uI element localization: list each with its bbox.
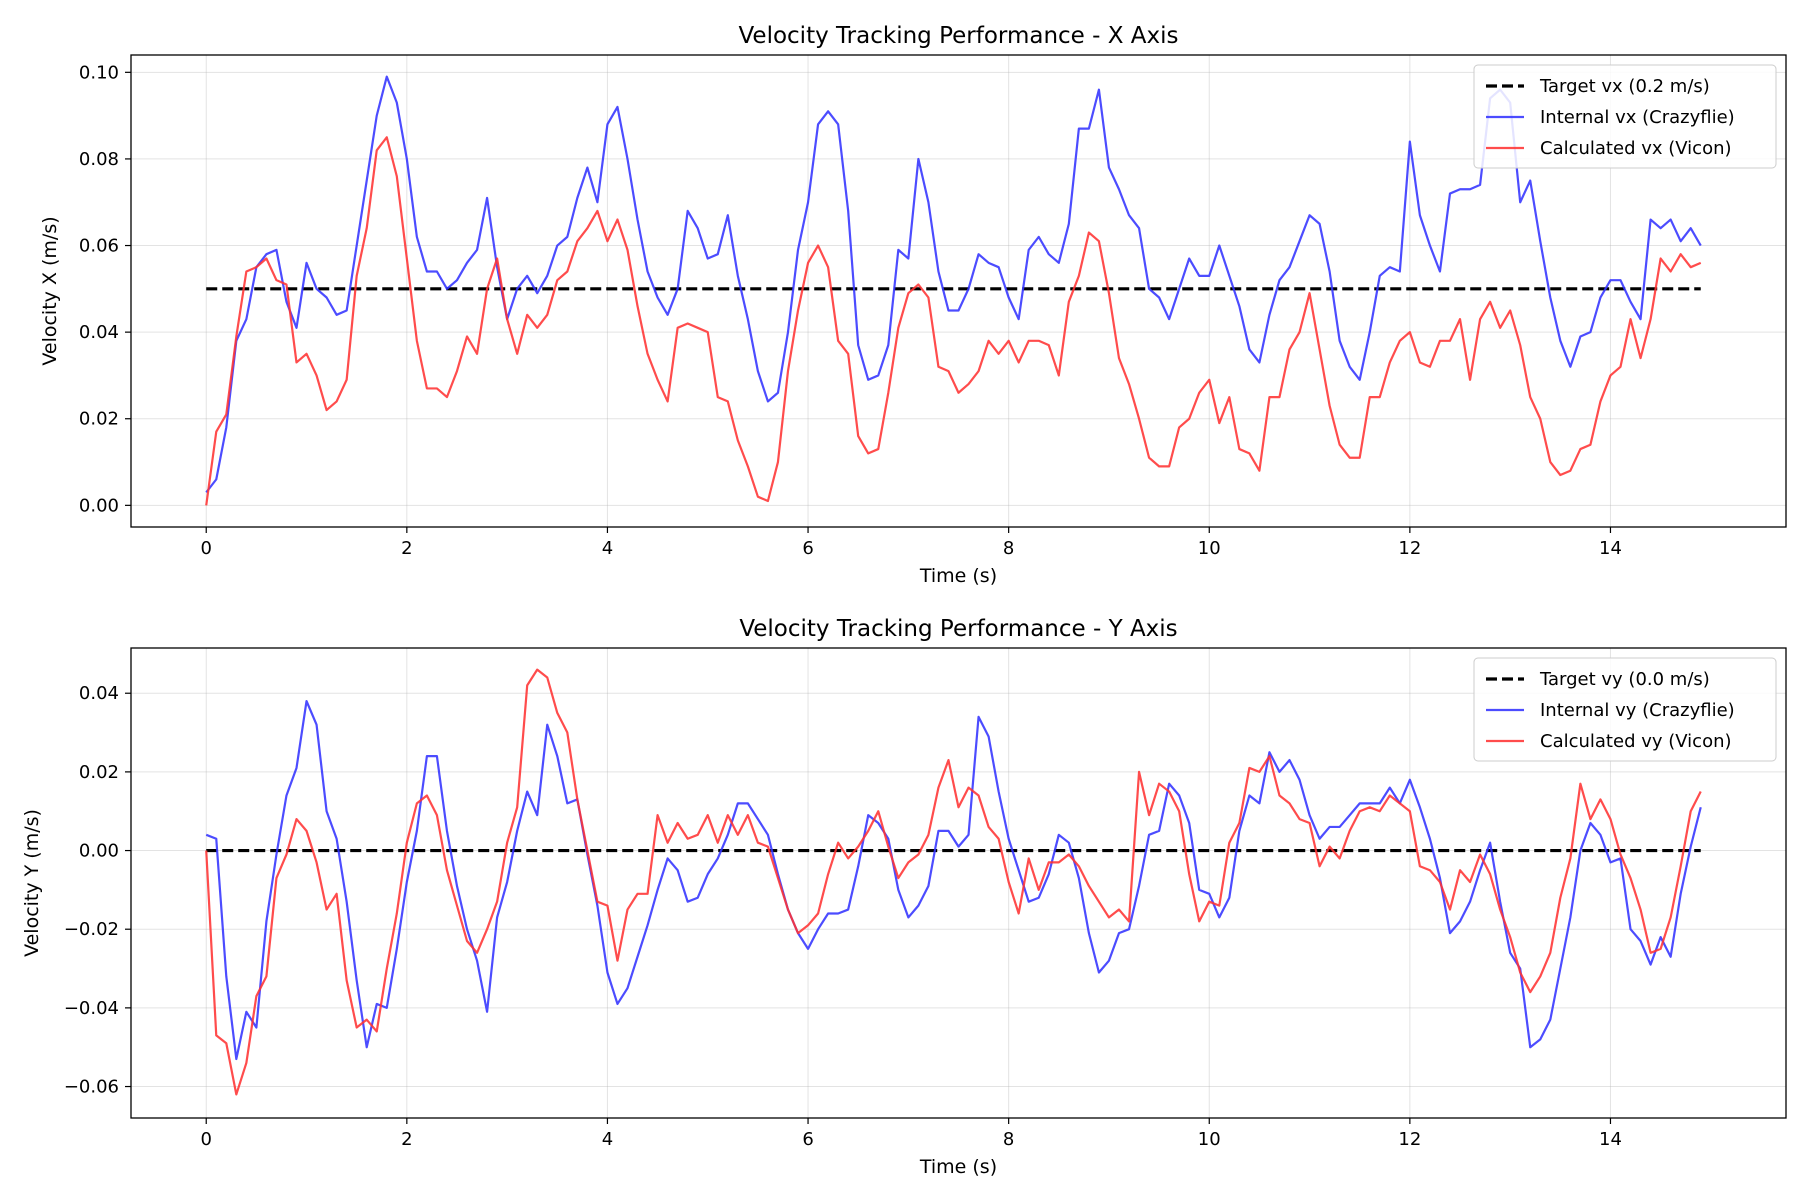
plot-frame xyxy=(130,647,1787,1119)
x-tick-label: 4 xyxy=(602,1129,613,1150)
x-tick-label: 0 xyxy=(201,1129,212,1150)
y-tick-label: 0.00 xyxy=(79,841,119,862)
series-line-y-1 xyxy=(205,699,1702,1061)
x-tick-label: 14 xyxy=(1599,1129,1622,1150)
chart-title: Velocity Tracking Performance - Y Axis xyxy=(739,616,1177,642)
x-tick-label: 2 xyxy=(401,1129,412,1150)
y-tick-label: 0.04 xyxy=(79,322,119,343)
x-tick-label: 12 xyxy=(1398,1129,1421,1150)
legend-label: Calculated vx (Vicon) xyxy=(1540,138,1732,159)
x-tick-label: 8 xyxy=(1003,1129,1014,1150)
y-tick-label: 0.04 xyxy=(79,683,119,704)
y-tick-label: 0.06 xyxy=(79,236,119,257)
series-line-x-1 xyxy=(205,75,1702,494)
x-tick-label: 6 xyxy=(802,538,813,559)
x-tick-label: 4 xyxy=(602,538,613,559)
x-tick-label: 10 xyxy=(1198,1129,1221,1150)
plot-frame xyxy=(130,54,1787,528)
y-tick-label: −0.06 xyxy=(64,1077,119,1098)
x-tick-label: 2 xyxy=(401,538,412,559)
y-tick-label: 0.02 xyxy=(79,409,119,430)
series-line-x-2 xyxy=(205,136,1702,506)
x-tick-label: 14 xyxy=(1599,538,1622,559)
legend-label: Calculated vy (Vicon) xyxy=(1540,731,1732,752)
y-axis-velocity-chart: 0 2 4 6 8 10 12 14 −0.06 −0.04 −0.02 0.00 0.02 0.04 Ve… xyxy=(21,616,1787,1178)
y-tick-label: −0.04 xyxy=(64,998,119,1019)
legend-label: Target vx (0.2 m/s) xyxy=(1539,76,1710,97)
x-tick-label: 0 xyxy=(201,538,212,559)
y-tick-label: 0.02 xyxy=(79,762,119,783)
x-axis-label: Time (s) xyxy=(919,565,997,587)
x-tick-label: 8 xyxy=(1003,538,1014,559)
legend-label: Internal vy (Crazyflie) xyxy=(1540,700,1735,721)
legend-frame xyxy=(1473,657,1777,762)
y-tick-label: −0.02 xyxy=(64,919,119,940)
y-axis-label: Velocity Y (m/s) xyxy=(21,809,43,957)
y-tick-label: 0.10 xyxy=(79,62,119,83)
x-axis-label: Time (s) xyxy=(919,1156,997,1178)
x-axis-velocity-chart: 0 2 4 6 8 10 12 14 0.00 0.02 0.04 0.06 0.08 0.10 Veloc… xyxy=(39,23,1787,587)
x-tick-label: 6 xyxy=(802,1129,813,1150)
y-tick-label: 0.00 xyxy=(79,495,119,516)
legend: Target vy (0.0 m/s) Internal vy (Crazyfli… xyxy=(1473,657,1777,762)
x-tick-label: 12 xyxy=(1398,538,1421,559)
chart-title: Velocity Tracking Performance - X Axis xyxy=(738,23,1178,49)
series-line-y-2 xyxy=(205,668,1702,1096)
y-tick-label: 0.08 xyxy=(79,149,119,170)
legend-label: Target vy (0.0 m/s) xyxy=(1539,669,1710,690)
y-axis-label: Velocity X (m/s) xyxy=(39,216,61,365)
legend-label: Internal vx (Crazyflie) xyxy=(1540,107,1735,128)
legend: Target vx (0.2 m/s) Internal vx (Crazyfli… xyxy=(1473,64,1777,169)
x-tick-label: 10 xyxy=(1198,538,1221,559)
legend-frame xyxy=(1473,64,1777,169)
